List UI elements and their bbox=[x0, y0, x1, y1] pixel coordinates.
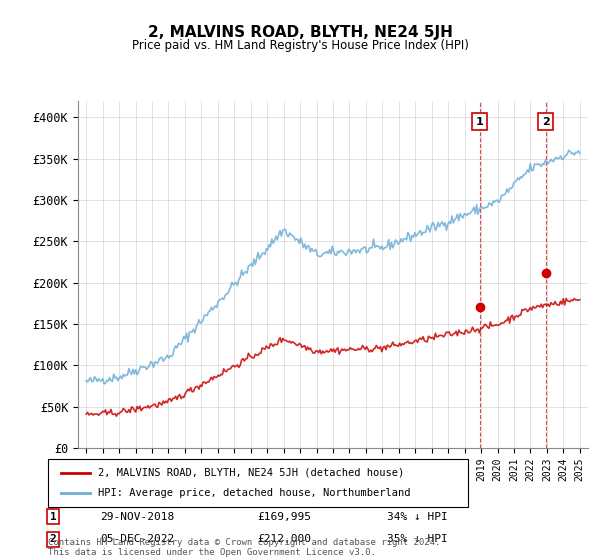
Text: 2: 2 bbox=[50, 534, 56, 544]
Text: 2, MALVINS ROAD, BLYTH, NE24 5JH: 2, MALVINS ROAD, BLYTH, NE24 5JH bbox=[148, 25, 452, 40]
Text: 2, MALVINS ROAD, BLYTH, NE24 5JH (detached house): 2, MALVINS ROAD, BLYTH, NE24 5JH (detach… bbox=[98, 468, 404, 478]
Text: 1: 1 bbox=[50, 512, 56, 521]
Text: 2: 2 bbox=[542, 116, 550, 127]
Text: Price paid vs. HM Land Registry's House Price Index (HPI): Price paid vs. HM Land Registry's House … bbox=[131, 39, 469, 52]
Text: Contains HM Land Registry data © Crown copyright and database right 2024.
This d: Contains HM Land Registry data © Crown c… bbox=[48, 538, 440, 557]
FancyBboxPatch shape bbox=[48, 459, 468, 507]
Text: 34% ↓ HPI: 34% ↓ HPI bbox=[388, 512, 448, 521]
Text: HPI: Average price, detached house, Northumberland: HPI: Average price, detached house, Nort… bbox=[98, 488, 411, 498]
Text: £212,000: £212,000 bbox=[257, 534, 311, 544]
Text: 35% ↓ HPI: 35% ↓ HPI bbox=[388, 534, 448, 544]
Text: £169,995: £169,995 bbox=[257, 512, 311, 521]
Text: 05-DEC-2022: 05-DEC-2022 bbox=[100, 534, 175, 544]
Text: 1: 1 bbox=[476, 116, 484, 127]
Text: 29-NOV-2018: 29-NOV-2018 bbox=[100, 512, 175, 521]
